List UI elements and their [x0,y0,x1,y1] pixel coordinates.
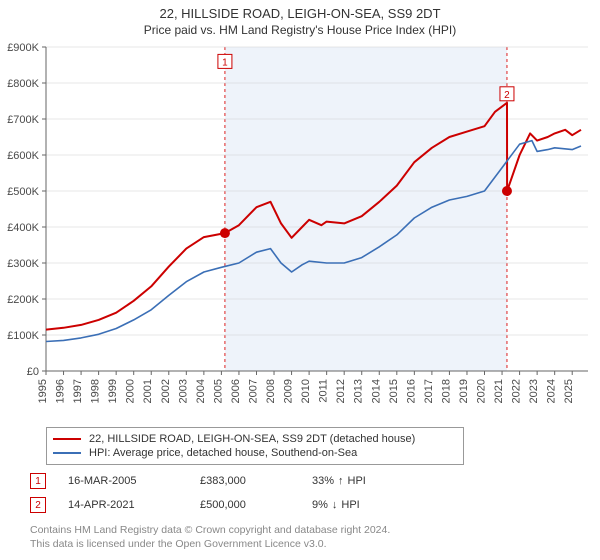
svg-text:2020: 2020 [476,379,488,403]
svg-text:2011: 2011 [318,379,330,403]
transaction-row: 1 16-MAR-2005 £383,000 33%↑HPI [30,465,600,489]
svg-text:2003: 2003 [177,379,189,403]
svg-text:1: 1 [222,57,228,68]
svg-text:2012: 2012 [335,379,347,403]
svg-text:1999: 1999 [107,379,119,403]
svg-text:2024: 2024 [546,379,558,403]
transaction-price: £383,000 [200,475,290,487]
transaction-badge: 2 [30,497,46,513]
svg-text:£600K: £600K [7,150,39,162]
svg-text:£400K: £400K [7,222,39,234]
svg-text:£700K: £700K [7,114,39,126]
svg-text:2014: 2014 [370,379,382,403]
line-chart-svg: £0 £100K £200K £300K £400K £500K £600K £700K £80… [0,41,600,421]
legend-swatch [53,438,81,440]
svg-text:2018: 2018 [440,379,452,403]
svg-text:2006: 2006 [230,379,242,403]
svg-text:2021: 2021 [493,379,505,403]
svg-text:2008: 2008 [265,379,277,403]
arrow-down-icon: ↓ [332,499,338,511]
chart-title: 22, HILLSIDE ROAD, LEIGH-ON-SEA, SS9 2DT [0,0,600,21]
svg-text:£0: £0 [27,366,39,378]
transaction-price: £500,000 [200,499,290,511]
svg-text:2: 2 [504,90,510,101]
svg-text:2015: 2015 [388,379,400,403]
svg-text:1995: 1995 [37,379,49,403]
svg-text:2016: 2016 [405,379,417,403]
svg-text:1996: 1996 [55,379,67,403]
footer-attribution: Contains HM Land Registry data © Crown c… [30,523,600,551]
svg-text:2001: 2001 [142,379,154,403]
transaction-list: 1 16-MAR-2005 £383,000 33%↑HPI 2 14-APR-2021 £… [0,465,600,513]
transaction-badge: 1 [30,473,46,489]
svg-text:2005: 2005 [212,379,224,403]
svg-text:2023: 2023 [528,379,540,403]
transaction-diff: 9%↓HPI [312,499,360,511]
transaction-row: 2 14-APR-2021 £500,000 9%↓HPI [30,489,600,513]
svg-text:2000: 2000 [125,379,137,403]
svg-text:£200K: £200K [7,294,39,306]
legend-row: HPI: Average price, detached house, Sout… [53,446,457,460]
transaction-date: 16-MAR-2005 [68,475,178,487]
svg-text:2004: 2004 [195,379,207,403]
svg-text:1998: 1998 [90,379,102,403]
svg-text:£500K: £500K [7,186,39,198]
svg-text:£900K: £900K [7,42,39,54]
chart-area: £0 £100K £200K £300K £400K £500K £600K £700K £80… [0,41,600,421]
transaction-diff: 33%↑HPI [312,475,366,487]
svg-text:2017: 2017 [423,379,435,403]
svg-text:2010: 2010 [300,379,312,403]
svg-text:2025: 2025 [563,379,575,403]
svg-text:2002: 2002 [160,379,172,403]
legend-label: HPI: Average price, detached house, Sout… [89,447,357,459]
chart-subtitle: Price paid vs. HM Land Registry's House … [0,21,600,41]
svg-text:£800K: £800K [7,78,39,90]
svg-text:£300K: £300K [7,258,39,270]
svg-text:2007: 2007 [247,379,259,403]
svg-text:£100K: £100K [7,330,39,342]
legend-swatch [53,452,81,454]
transaction-date: 14-APR-2021 [68,499,178,511]
footer-line-1: Contains HM Land Registry data © Crown c… [30,523,600,537]
legend-row: 22, HILLSIDE ROAD, LEIGH-ON-SEA, SS9 2DT… [53,432,457,446]
arrow-up-icon: ↑ [338,475,344,487]
svg-text:2009: 2009 [283,379,295,403]
legend-label: 22, HILLSIDE ROAD, LEIGH-ON-SEA, SS9 2DT… [89,433,415,445]
svg-text:1997: 1997 [72,379,84,403]
footer-line-2: This data is licensed under the Open Gov… [30,537,600,551]
svg-text:2013: 2013 [353,379,365,403]
legend: 22, HILLSIDE ROAD, LEIGH-ON-SEA, SS9 2DT… [46,427,464,465]
svg-text:2022: 2022 [511,379,523,403]
figure-container: 22, HILLSIDE ROAD, LEIGH-ON-SEA, SS9 2DT… [0,0,600,560]
svg-text:2019: 2019 [458,379,470,403]
